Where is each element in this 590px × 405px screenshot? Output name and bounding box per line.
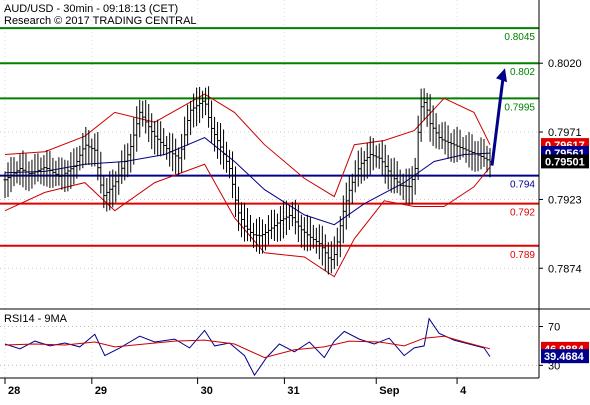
price-bars: [3, 86, 492, 275]
rsi-series-line: [4, 317, 491, 377]
chart-copyright: Research © 2017 TRADING CENTRAL: [4, 15, 197, 27]
time-tick-label: Sep: [379, 385, 399, 397]
rsi-title: RSI14 - 9MA: [4, 313, 68, 325]
level-label: 0.802: [510, 67, 535, 78]
forecast-arrow-head: [496, 68, 507, 83]
price-badge: [541, 154, 589, 169]
price-tick-label: 0.7874: [548, 263, 582, 275]
forecast-arrow-shaft: [490, 78, 505, 166]
rsi-pane: 70 30 46.988439.4684 RSI14 - 9MA: [0, 309, 589, 378]
price-badge-label: 0.79501: [545, 156, 585, 168]
chart-title: AUD/USD - 30min - 09:18:13 (CET): [4, 3, 178, 15]
indicator-line: [4, 93, 491, 198]
level-lines: 0.8045 0.802 0.7995 0.794 0.792 0.789: [0, 27, 539, 261]
time-tick-label: 4: [460, 385, 467, 397]
price-tick-label: 0.7923: [548, 194, 582, 206]
rsi-axis-ticks: 70 30: [539, 321, 560, 372]
time-tick-label: 31: [287, 385, 299, 397]
indicator-line: [4, 163, 491, 278]
level-label: 0.794: [510, 180, 535, 191]
rsi-badge-label: 39.4684: [544, 351, 585, 363]
time-tick-label: 29: [95, 385, 107, 397]
time-axis: 28 29 30 31 Sep 4: [4, 378, 467, 397]
target-arrow: [490, 68, 507, 166]
rsi-badge: [541, 349, 589, 364]
price-axis-ticks: 0.7874 0.7923 0.7971 0.8020: [539, 58, 582, 275]
level-label: 0.792: [510, 208, 535, 219]
level-label: 0.7995: [504, 102, 535, 113]
rsi-series-line: [4, 335, 491, 359]
rsi-tick-label: 30: [548, 360, 560, 372]
level-label: 0.789: [510, 250, 535, 261]
price-tick-label: 0.7971: [548, 127, 582, 139]
rsi-badges: 46.988439.4684: [541, 341, 589, 364]
time-tick-label: 30: [201, 385, 213, 397]
price-tick-label: 0.8020: [548, 58, 582, 70]
time-tick-label: 28: [8, 385, 20, 397]
rsi-tick-label: 70: [548, 321, 560, 333]
rsi-lines: [4, 317, 491, 377]
level-label: 0.8045: [504, 32, 535, 43]
